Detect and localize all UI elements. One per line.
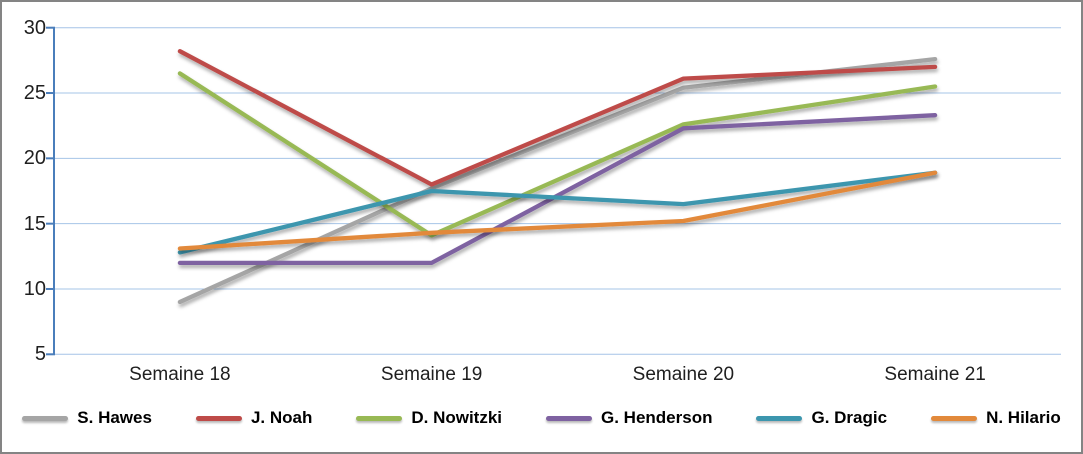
legend-swatch-icon: [756, 415, 803, 421]
x-category-label: Semaine 20: [632, 364, 735, 385]
series-line-d-nowitzki: [177, 71, 938, 238]
legend-item-g-dragic: G. Dragic: [756, 408, 887, 428]
x-category-label: Semaine 18: [129, 364, 231, 385]
y-axis: [46, 26, 55, 356]
gridlines: [54, 27, 1061, 355]
legend-item-s-hawes: S. Hawes: [22, 408, 152, 428]
y-tick-label: 10: [23, 277, 46, 300]
series-line-g-dragic: [177, 170, 938, 255]
legend-swatch-icon: [195, 415, 242, 421]
legend-label: G. Dragic: [811, 408, 888, 427]
y-tick-label: 15: [23, 212, 46, 235]
y-tick-label: 20: [23, 147, 46, 170]
legend-item-j-noah: J. Noah: [195, 408, 313, 428]
legend-swatch-icon: [931, 415, 978, 421]
legend-label: G. Henderson: [601, 408, 713, 427]
legend-label: S. Hawes: [77, 408, 152, 427]
series-line-j-noah: [177, 49, 938, 187]
legend-label: J. Noah: [250, 408, 313, 427]
legend: S. Hawes J. Noah D. Nowitzki G. Henderson G.…: [2, 408, 1081, 428]
legend-item-g-henderson: G. Henderson: [546, 408, 712, 428]
legend-item-n-hilario: N. Hilario: [931, 408, 1061, 428]
legend-swatch-icon: [22, 415, 69, 421]
legend-item-d-nowitzki: D. Nowitzki: [356, 408, 502, 428]
x-category-label: Semaine 21: [884, 364, 986, 385]
series-lines: [177, 49, 938, 305]
legend-swatch-icon: [546, 415, 593, 421]
legend-swatch-icon: [356, 415, 403, 421]
legend-label: N. Hilario: [986, 408, 1061, 427]
legend-label: D. Nowitzki: [411, 408, 503, 427]
y-tick-label: 5: [34, 343, 46, 366]
x-category-label: Semaine 19: [380, 364, 483, 385]
series-line-n-hilario: [177, 170, 938, 251]
y-tick-label: 25: [23, 82, 46, 105]
y-tick-label: 30: [23, 16, 46, 39]
